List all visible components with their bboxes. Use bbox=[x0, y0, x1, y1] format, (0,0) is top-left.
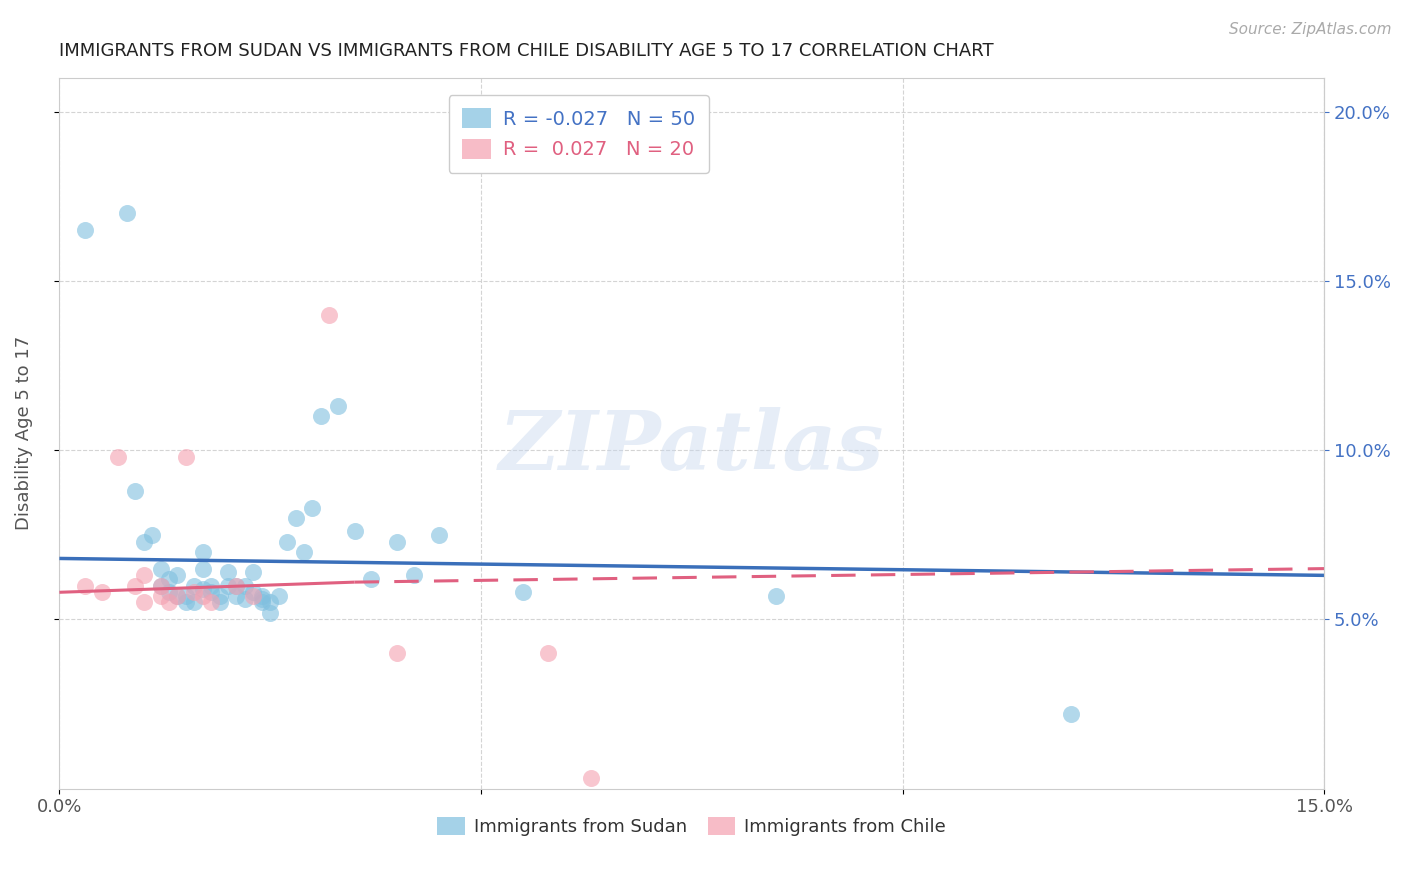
Point bbox=[427, 528, 450, 542]
Legend: Immigrants from Sudan, Immigrants from Chile: Immigrants from Sudan, Immigrants from C… bbox=[430, 810, 953, 844]
Point bbox=[276, 534, 298, 549]
Point bbox=[284, 511, 307, 525]
Point bbox=[149, 578, 172, 592]
Y-axis label: Disability Age 5 to 17: Disability Age 5 to 17 bbox=[15, 336, 32, 531]
Text: ZIPatlas: ZIPatlas bbox=[499, 408, 884, 487]
Point bbox=[385, 646, 408, 660]
Point bbox=[191, 544, 214, 558]
Point bbox=[124, 483, 146, 498]
Point bbox=[183, 578, 205, 592]
Point bbox=[191, 589, 214, 603]
Point bbox=[225, 589, 247, 603]
Point bbox=[318, 308, 340, 322]
Point bbox=[233, 592, 256, 607]
Point bbox=[301, 500, 323, 515]
Point bbox=[200, 595, 222, 609]
Point bbox=[149, 561, 172, 575]
Point bbox=[250, 595, 273, 609]
Point bbox=[579, 772, 602, 786]
Point bbox=[191, 582, 214, 596]
Point bbox=[537, 646, 560, 660]
Point bbox=[326, 399, 349, 413]
Point bbox=[402, 568, 425, 582]
Point bbox=[141, 528, 163, 542]
Point bbox=[73, 578, 96, 592]
Point bbox=[343, 524, 366, 539]
Point bbox=[166, 568, 188, 582]
Point bbox=[183, 595, 205, 609]
Point bbox=[250, 589, 273, 603]
Point bbox=[225, 578, 247, 592]
Point bbox=[73, 223, 96, 237]
Point bbox=[225, 578, 247, 592]
Point bbox=[385, 534, 408, 549]
Point bbox=[157, 572, 180, 586]
Point bbox=[1060, 707, 1083, 722]
Point bbox=[174, 595, 197, 609]
Point bbox=[183, 585, 205, 599]
Point bbox=[292, 544, 315, 558]
Point bbox=[259, 595, 281, 609]
Point bbox=[132, 595, 155, 609]
Point bbox=[309, 409, 332, 424]
Point bbox=[208, 595, 231, 609]
Point bbox=[149, 589, 172, 603]
Point bbox=[512, 585, 534, 599]
Point bbox=[124, 578, 146, 592]
Point bbox=[233, 578, 256, 592]
Point bbox=[174, 450, 197, 464]
Point bbox=[166, 589, 188, 603]
Point bbox=[360, 572, 382, 586]
Point bbox=[166, 589, 188, 603]
Point bbox=[157, 585, 180, 599]
Point bbox=[200, 585, 222, 599]
Point bbox=[90, 585, 112, 599]
Text: IMMIGRANTS FROM SUDAN VS IMMIGRANTS FROM CHILE DISABILITY AGE 5 TO 17 CORRELATIO: IMMIGRANTS FROM SUDAN VS IMMIGRANTS FROM… bbox=[59, 42, 994, 60]
Point bbox=[200, 578, 222, 592]
Point bbox=[157, 595, 180, 609]
Point bbox=[267, 589, 290, 603]
Point bbox=[765, 589, 787, 603]
Text: Source: ZipAtlas.com: Source: ZipAtlas.com bbox=[1229, 22, 1392, 37]
Point bbox=[242, 589, 264, 603]
Point bbox=[174, 589, 197, 603]
Point bbox=[217, 578, 239, 592]
Point bbox=[132, 568, 155, 582]
Point bbox=[259, 606, 281, 620]
Point bbox=[191, 561, 214, 575]
Point bbox=[242, 565, 264, 579]
Point bbox=[217, 565, 239, 579]
Point bbox=[107, 450, 129, 464]
Point bbox=[115, 206, 138, 220]
Point bbox=[250, 592, 273, 607]
Point bbox=[149, 578, 172, 592]
Point bbox=[132, 534, 155, 549]
Point bbox=[208, 589, 231, 603]
Point bbox=[242, 585, 264, 599]
